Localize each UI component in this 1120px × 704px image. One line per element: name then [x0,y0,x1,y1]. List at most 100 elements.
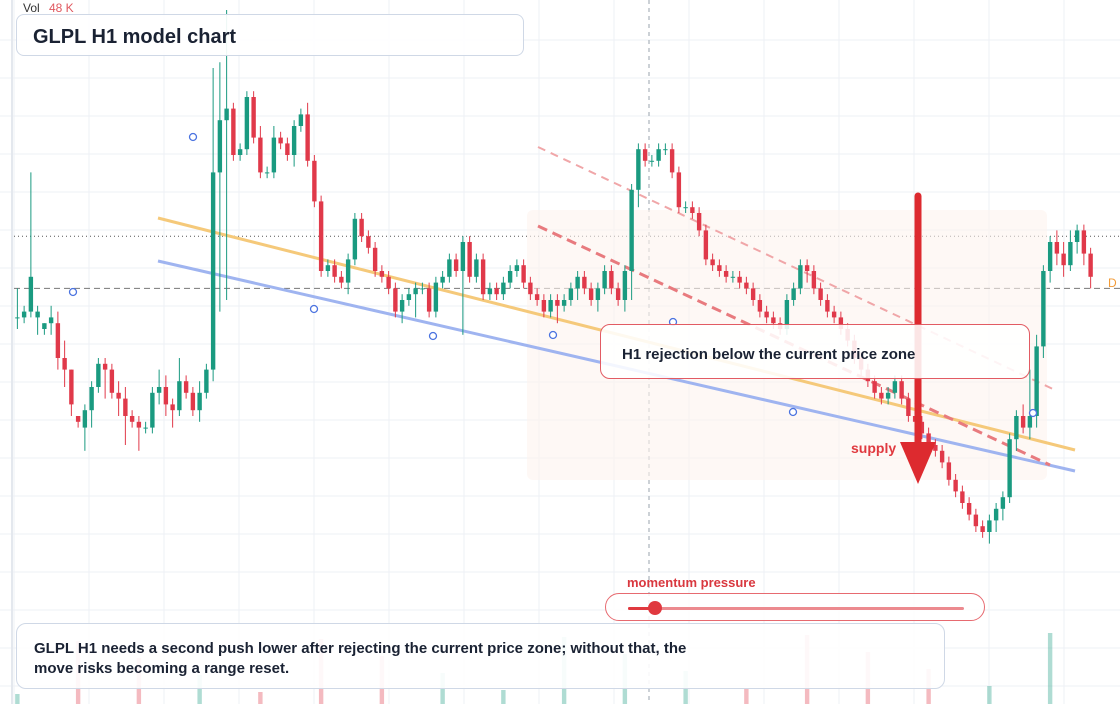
candle-body [332,265,337,277]
swing-point-marker [548,330,558,340]
candle-body [744,282,749,289]
candle-body [244,97,250,150]
swing-point-marker [68,287,78,297]
momentum-slider[interactable] [605,593,985,621]
candle-body [1014,416,1019,440]
volume-bar [15,694,20,704]
candle-body [939,450,945,463]
candle-body [231,108,236,155]
candle-body [636,149,641,190]
candle-body [163,387,169,405]
candle-body [771,317,776,324]
momentum-knob[interactable] [647,601,662,615]
candle-body [818,288,823,300]
candle-body [757,300,763,312]
candle-body [1081,230,1087,254]
volume-bar [987,686,992,704]
candle-body [129,416,135,422]
candle-body [339,276,344,283]
candle-body [1074,230,1080,242]
candle-body [561,300,567,306]
candle-body [514,265,520,271]
candle-body [413,288,418,295]
candle-body [345,259,351,283]
candle-body [264,172,270,174]
candle-body [197,392,202,411]
candle-body [933,445,938,451]
candle-body [966,503,972,515]
title-card: GLPL H1 model chart [16,14,524,56]
candle-body [217,120,223,173]
candle-body [575,276,580,289]
candle-body [352,218,358,260]
candle-body [480,259,486,295]
candle-body [541,300,547,312]
candle-body [784,300,790,329]
candle-body [366,236,371,248]
candle-body [156,387,162,393]
candle-body [690,207,695,213]
candle-body [723,271,729,277]
swing-point-marker [428,331,438,341]
candle-body [386,276,391,289]
swing-point-marker [788,407,798,417]
candle-body [811,271,817,289]
candle-body [116,392,121,399]
candle-body [102,363,108,370]
summary-card: GLPL H1 needs a second push lower after … [16,623,945,689]
candle-body [946,462,952,480]
candle-body [136,421,142,428]
candle-body [1020,416,1026,428]
volume-label: Vol [23,1,40,15]
momentum-label: momentum pressure [627,575,756,590]
annotation-card: H1 rejection below the current price zon… [600,324,1030,379]
candle-body [251,97,256,138]
down-arrow [900,192,936,484]
candle-body [69,369,74,405]
volume-bar [197,675,202,704]
candle-body [474,259,479,277]
candle-body [494,288,499,295]
candle-body [595,288,601,300]
candle-body [838,317,844,329]
candle-body [980,526,985,532]
candle-body [393,288,398,312]
candle-body [305,114,310,161]
candle-body [906,398,911,416]
candle-body [89,387,94,411]
candle-body [602,271,607,289]
candle-body [615,288,621,300]
candle-body [487,288,493,295]
volume-bar [1047,633,1053,704]
candle-body [1061,253,1066,266]
candle-body [325,265,331,271]
candle-body [1088,253,1093,277]
candle-body [501,282,506,295]
candle-body [892,381,898,393]
candle-body [96,363,101,387]
candle-body [1000,497,1006,509]
candle-body [453,259,459,271]
candle-body [359,218,364,237]
candle-body [204,369,209,393]
candle-body [426,288,432,312]
candle-body [798,265,803,289]
candle-body [28,276,34,312]
candle-body [568,288,574,300]
candle-body [433,282,439,312]
candle-body [467,242,472,277]
candle-body [190,392,196,411]
candle-body [791,288,796,300]
annotation-text: H1 rejection below the current price zon… [622,346,916,363]
candle-body [258,137,263,173]
candle-body [663,149,668,151]
candle-body [831,311,837,318]
candle-body [548,300,553,312]
candle-body [683,207,688,209]
volume-bar [744,688,749,704]
volume-bar [501,690,506,704]
candle-body [62,358,67,370]
swing-point-marker [1028,408,1038,418]
candle-body [312,160,317,202]
candle-body [177,381,182,411]
